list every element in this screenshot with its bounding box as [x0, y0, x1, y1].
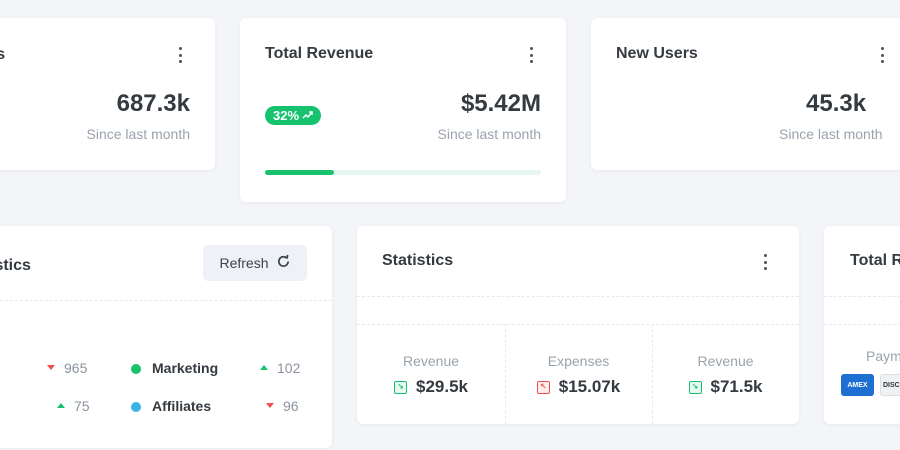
new-users-card: New Users 45.3k Since last month — [591, 18, 900, 170]
discover-card-icon: DISCO — [880, 374, 900, 396]
marketing-value: 102 — [277, 360, 301, 376]
divider — [357, 296, 799, 297]
stat-label: Revenue — [697, 353, 754, 369]
trend-up-square-icon: ↘ — [688, 380, 702, 394]
trend-up-square-icon: ↘ — [394, 380, 407, 394]
trend-up-icon — [57, 403, 65, 408]
users-card-menu-icon[interactable] — [178, 47, 182, 63]
trend-up-icon — [260, 365, 268, 370]
traffic-statistics-title: istics — [0, 257, 31, 274]
trend-down-icon — [47, 365, 55, 370]
statistics-title: Statistics — [382, 252, 454, 269]
affiliates-dot-icon — [131, 402, 141, 412]
revenue-growth-badge: 32% — [265, 106, 322, 125]
stat-revenue-2: Revenue ↘ $71.5k — [652, 353, 799, 397]
divider — [824, 324, 900, 325]
refresh-button-label: Refresh — [219, 255, 269, 271]
new-users-menu-icon[interactable] — [880, 47, 884, 63]
statistics-card: Statistics Revenue ↘ $29.5k Expenses ↖ $… — [357, 226, 799, 424]
total-revenue-value: $5.42M — [460, 90, 541, 117]
traffic-statistics-card: istics Refresh 965 Marketing 102 75 Affi… — [0, 226, 332, 448]
total-revenue-card: Total Revenue 32% $5.42M Since last mont… — [240, 18, 566, 202]
new-users-value: 45.3k — [806, 90, 867, 117]
stat-expenses: Expenses ↖ $15.07k — [505, 353, 652, 397]
total-right-card: Total R Paym AMEX DISCO — [824, 226, 900, 424]
stat-value: $71.5k — [710, 377, 763, 396]
trend-up-icon — [302, 108, 313, 123]
statistics-menu-icon[interactable] — [763, 254, 767, 270]
affiliates-label: Affiliates — [152, 398, 212, 414]
marketing-prev-value: 965 — [64, 360, 88, 376]
divider — [824, 296, 900, 297]
new-users-subtitle: Since last month — [779, 126, 883, 142]
payment-label: Paym — [866, 348, 900, 364]
refresh-button[interactable]: Refresh — [203, 245, 307, 281]
affiliates-prev-value: 75 — [74, 398, 90, 414]
users-card-title: rs — [0, 46, 6, 63]
marketing-dot-icon — [131, 364, 141, 374]
new-users-title: New Users — [616, 45, 698, 62]
users-card-subtitle: Since last month — [86, 126, 191, 142]
trend-down-square-icon: ↖ — [536, 380, 550, 394]
stat-label: Revenue — [402, 353, 460, 369]
divider — [0, 300, 332, 301]
total-right-title: Total R — [850, 252, 900, 269]
refresh-icon — [276, 254, 291, 272]
revenue-progress-bar — [265, 170, 541, 175]
amex-card-icon: AMEX — [841, 374, 874, 396]
divider — [505, 324, 506, 424]
affiliates-value: 96 — [283, 398, 299, 414]
revenue-growth-badge-text: 32% — [273, 108, 300, 123]
revenue-progress-fill — [265, 170, 334, 175]
divider — [357, 324, 799, 325]
total-revenue-subtitle: Since last month — [437, 126, 542, 142]
stat-value: $29.5k — [416, 377, 468, 396]
stat-value: $15.07k — [558, 377, 621, 396]
trend-down-icon — [266, 403, 274, 408]
marketing-label: Marketing — [152, 360, 219, 376]
stat-label: Expenses — [547, 353, 610, 369]
total-revenue-menu-icon[interactable] — [529, 47, 533, 63]
users-card: rs 687.3k Since last month — [0, 18, 215, 170]
divider — [652, 324, 653, 424]
users-card-value: 687.3k — [116, 90, 190, 117]
stat-revenue-1: Revenue ↘ $29.5k — [357, 353, 505, 397]
total-revenue-title: Total Revenue — [265, 45, 374, 62]
